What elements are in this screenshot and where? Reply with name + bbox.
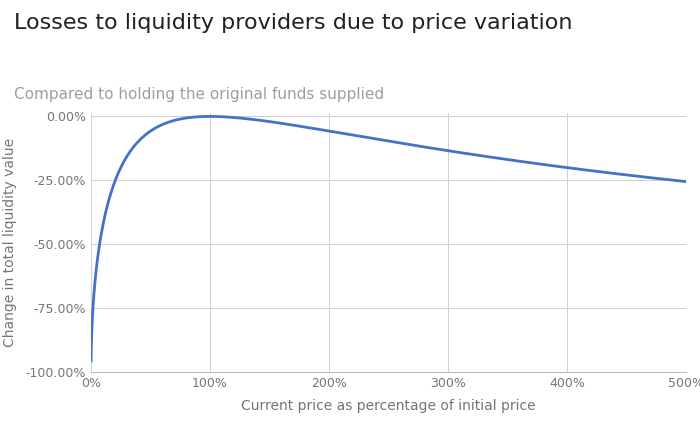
Text: Losses to liquidity providers due to price variation: Losses to liquidity providers due to pri… xyxy=(14,13,573,33)
X-axis label: Current price as percentage of initial price: Current price as percentage of initial p… xyxy=(241,398,536,413)
Y-axis label: Change in total liquidity value: Change in total liquidity value xyxy=(4,138,18,347)
Text: Compared to holding the original funds supplied: Compared to holding the original funds s… xyxy=(14,87,384,102)
